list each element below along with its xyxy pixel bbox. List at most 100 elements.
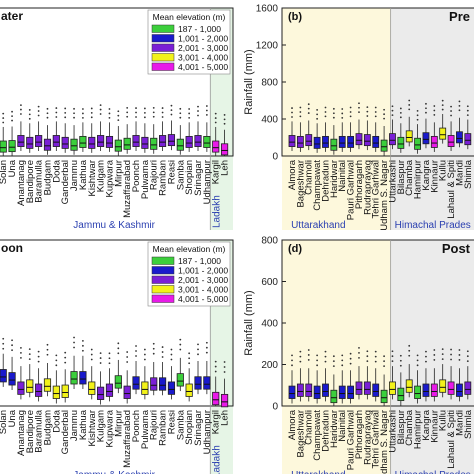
outlier-dot [20,347,22,349]
outlier-dot [408,108,411,111]
outlier-dot [466,105,469,108]
outlier-dot [450,114,452,117]
box-0 [288,385,296,399]
outlier-dot [425,102,427,105]
outlier-dot [399,364,402,367]
category-label: Uttarkashi [387,410,398,453]
outlier-dot [408,104,411,106]
y-tick-label: 800 [261,236,278,247]
outlier-dot [152,111,155,114]
outlier-dot [197,353,199,356]
outlier-dot [450,353,452,356]
outlier-dot [366,350,369,353]
y-tick-label: 1200 [256,41,279,52]
outlier-dot [152,347,155,350]
panel-2: 0 400 800 1200 1600 Rainfall (mm) (b) Pre Almora… [243,4,474,231]
box-17 [430,383,438,397]
y-tick-label: 400 [261,319,278,330]
outlier-dot [450,105,452,108]
outlier-dot [197,114,199,117]
box-2 [305,383,313,397]
category-label: Tehri Garhwal [371,160,382,219]
legend-swatch-4 [151,62,175,71]
outlier-dot [466,114,469,117]
box-0 [0,369,7,383]
legend-swatch-1 [151,266,175,275]
legend-swatch-3 [151,53,175,62]
outlier-dot [383,365,385,368]
box-13 [397,387,405,402]
category-label: Bandipore [25,410,36,453]
category-label: Tehri Garhwal [371,410,382,469]
category-label: Anantanag [16,410,27,456]
outlier-dot [358,347,360,349]
region-label: Ladakh [211,445,222,474]
category-label: Bilaspur [396,160,407,194]
box-11 [380,139,388,152]
legend-title: Mean elevation (m) [153,12,226,22]
outlier-dot [81,108,84,110]
box-19 [167,134,176,147]
outlier-dot [28,117,31,120]
outlier-dot [450,358,452,361]
box-19 [447,135,455,147]
outlier-dot [408,99,411,102]
y-tick-label: 0 [272,402,278,413]
box-13 [114,375,122,389]
category-label: Ganderbal [60,160,71,204]
outlier-dot [73,107,75,110]
box-20 [176,373,184,387]
outlier-dot [28,353,31,356]
box-14 [123,137,131,150]
outlier-dot [64,107,67,110]
category-label: Srinagar [193,410,204,446]
outlier-dot [450,348,452,351]
outlier-dot [433,105,436,107]
category-label: Kupwara [104,159,115,197]
outlier-dot [179,338,182,341]
outlier-dot [143,358,146,361]
outlier-dot [179,348,182,351]
outlier-dot [20,351,22,354]
category-label: Hamirpur [413,160,424,199]
outlier-dot [374,355,377,358]
category-label: Hamirpur [413,410,424,449]
outlier-dot [90,358,93,361]
outlier-dot [316,354,319,357]
box-6 [338,385,346,399]
outlier-dot [170,358,173,361]
outlier-dot [391,114,394,117]
outlier-dot [55,359,58,362]
outlier-dot [214,360,217,363]
box-0 [288,135,296,147]
outlier-dot [358,102,360,105]
box-7 [61,136,69,149]
legend-swatch-0 [151,24,175,33]
legend-entry-label: 1,001 - 2,000 [178,33,228,43]
category-label: Bageshwar [295,410,306,458]
outlier-dot [408,354,411,357]
y-tick-label: 200 [261,360,278,371]
box-15 [132,135,140,147]
outlier-dot [135,116,137,118]
outlier-dot [2,342,5,345]
region-label: Himachal Prades [395,220,471,231]
outlier-dot [383,360,385,363]
outlier-dot [90,116,93,119]
box-17 [150,377,158,391]
outlier-dot [152,115,155,118]
box-18 [159,377,167,391]
box-3 [313,385,321,399]
box-15 [414,385,421,399]
category-label: Kargil [211,160,222,184]
outlier-dot [161,111,164,114]
outlier-dot [349,106,352,109]
category-label: Kulgam [96,160,107,192]
box-0 [0,140,7,153]
category-label: Kishtwar [87,160,98,196]
y-tick-label: 400 [261,115,278,126]
outlier-dot [73,336,75,339]
outlier-dot [307,112,310,114]
